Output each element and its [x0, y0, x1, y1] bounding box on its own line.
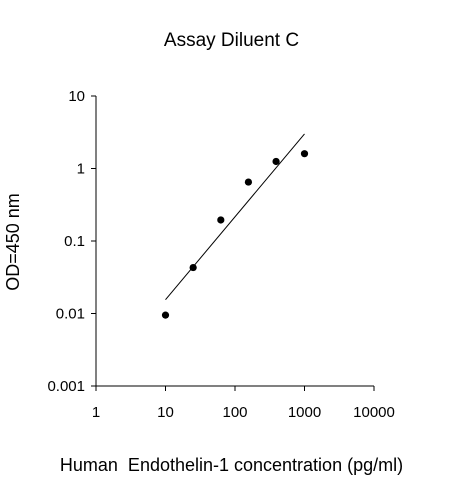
y-axis-title: OD=450 nm: [3, 193, 23, 291]
x-tick-label: 1: [92, 404, 100, 421]
data-point: [161, 311, 170, 319]
data-point: [272, 157, 280, 166]
x-tick-label: 10: [157, 404, 174, 421]
y-tick-label: 0.001: [47, 378, 85, 395]
chart-title: Assay Diluent C: [163, 30, 300, 51]
x-axis-title: Human Endothelin-1 concentration (pg/ml): [59, 455, 404, 475]
data-point: [300, 150, 309, 158]
trendline: [165, 133, 305, 301]
data-point: [217, 216, 225, 224]
data-point: [244, 178, 253, 186]
y-tick-label: 10: [68, 88, 85, 105]
y-tick-label: 1: [77, 161, 85, 178]
y-tick-label: 0.01: [56, 306, 85, 323]
x-tick-label: 100: [222, 404, 247, 421]
x-tick-label: 10000: [353, 404, 395, 421]
data-point: [189, 263, 197, 272]
y-tick-label: 0.1: [64, 233, 85, 250]
x-tick-label: 1000: [288, 404, 321, 421]
